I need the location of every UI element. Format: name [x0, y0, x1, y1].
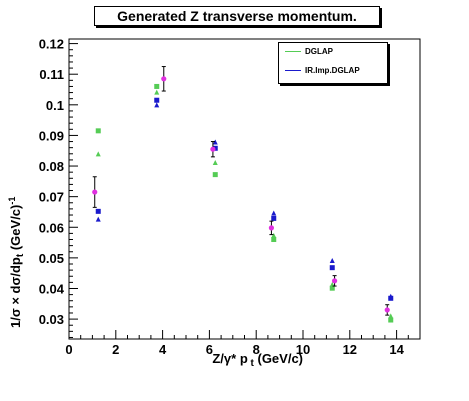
reference-point [161, 76, 167, 82]
ir-imp-dglap-triangle-point [271, 210, 277, 216]
x-tick-label: 8 [253, 342, 260, 357]
chart-title: Generated Z transverse momentum. [94, 6, 380, 26]
ir-imp-dglap-triangle-point [329, 257, 335, 263]
y-tick-label: 0.1 [46, 98, 64, 113]
ir-imp-dglap-square-point [95, 208, 101, 214]
y-tick-label: 0.08 [39, 159, 64, 174]
reference-point [210, 146, 216, 152]
ir-imp-dglap-square-point [329, 265, 335, 271]
x-tick-label: 4 [159, 342, 167, 357]
y-axis: 0.03 0.04 0.05 0.06 0.07 0.08 0.09 0.1 0.11 0.12 [39, 37, 78, 338]
data-markers [92, 66, 394, 323]
ir-imp-dglap-square-point [154, 97, 160, 103]
legend-label-ir-imp-dglap: IR.Imp.DGLAP [305, 66, 360, 75]
dglap-triangle-point [388, 313, 394, 319]
x-tick-label: 14 [389, 342, 404, 357]
y-tick-label: 0.06 [39, 220, 64, 235]
x-tick-label: 10 [296, 342, 310, 357]
dglap-square-point [329, 285, 335, 291]
legend-item-dglap: DGLAP [285, 46, 333, 58]
x-tick-label: 0 [65, 342, 72, 357]
y-tick-label: 0.05 [39, 251, 64, 266]
dglap-square-point [95, 128, 101, 134]
y-tick-label: 0.09 [39, 128, 64, 143]
x-axis-label: Z/γ* p t (GeV/c) [212, 351, 303, 369]
x-tick-label: 6 [206, 342, 213, 357]
y-tick-label: 0.12 [39, 37, 64, 52]
dglap-square-point [154, 83, 160, 89]
dglap-square-point [271, 237, 277, 243]
y-axis-label: 1/σ × dσ/dpt (GeV/c)-1 [7, 197, 26, 328]
dglap-square-point [388, 317, 394, 323]
x-tick-label: 12 [343, 342, 357, 357]
dglap-triangle-point [95, 151, 101, 157]
reference-point [384, 307, 390, 313]
legend-label-dglap: DGLAP [305, 47, 333, 56]
dglap-triangle-point [154, 89, 160, 95]
ir-imp-dglap-triangle-point [154, 102, 160, 108]
legend-swatch-dglap [285, 51, 301, 53]
ir-imp-dglap-square-point [271, 215, 277, 221]
reference-point [331, 278, 338, 284]
legend: DGLAP IR.Imp.DGLAP [278, 42, 388, 84]
dglap-square-point [212, 172, 218, 178]
legend-item-ir-imp-dglap: IR.Imp.DGLAP [285, 65, 360, 77]
y-tick-label: 0.04 [39, 281, 65, 296]
reference-point [268, 225, 275, 231]
dglap-triangle-point [271, 232, 277, 238]
y-tick-label: 0.07 [39, 190, 64, 205]
x-axis: 0 2 4 6 8 10 12 14 [65, 330, 421, 357]
y-tick-label: 0.03 [39, 312, 64, 327]
reference-point [92, 189, 98, 195]
x-tick-label: 2 [112, 342, 119, 357]
dglap-triangle-point [212, 159, 218, 165]
y-tick-label: 0.11 [39, 67, 64, 82]
plot-frame [68, 38, 421, 340]
legend-swatch-ir-imp-dglap [285, 70, 301, 72]
ir-imp-dglap-triangle-point [95, 216, 101, 222]
ir-imp-dglap-triangle-point [388, 293, 394, 299]
ir-imp-dglap-triangle-point [212, 139, 218, 145]
